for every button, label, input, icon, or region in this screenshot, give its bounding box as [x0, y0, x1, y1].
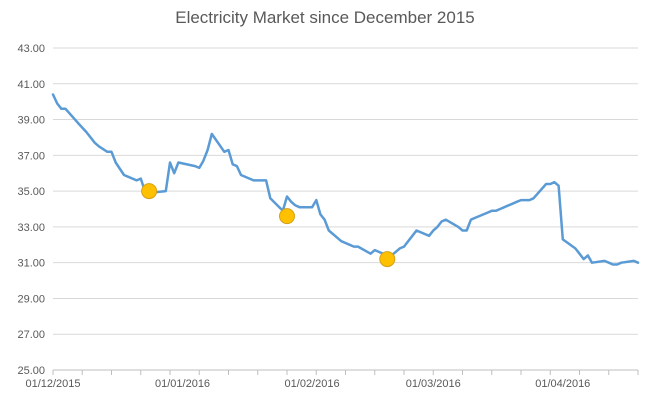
series-group [51, 93, 640, 266]
chart-title: Electricity Market since December 2015 [175, 8, 475, 27]
highlight-marker [141, 183, 158, 200]
y-tick-label: 25.00 [17, 365, 45, 377]
y-axis: 25.00 27.00 29.00 31.00 33.00 35.00 37.00 39.00… [17, 43, 45, 377]
x-tick-label: 01/02/2016 [285, 378, 340, 390]
x-tick-label: 01/04/2016 [535, 378, 590, 390]
y-tick-label: 39.00 [17, 115, 45, 127]
series-line [51, 93, 640, 266]
y-tick-label: 37.00 [17, 150, 45, 162]
y-tick-label: 33.00 [17, 222, 45, 234]
y-tick-label: 43.00 [17, 43, 45, 55]
markers-group [141, 183, 396, 268]
y-tick-label: 31.00 [17, 258, 45, 270]
y-tick-label: 29.00 [17, 293, 45, 305]
y-tick-label: 41.00 [17, 79, 45, 91]
highlight-marker [379, 251, 396, 268]
y-tick-label: 27.00 [17, 329, 45, 341]
x-axis: 01/12/2015 01/01/2016 01/02/2016 01/03/2016… [25, 369, 639, 390]
highlight-marker [279, 208, 295, 225]
x-tick-label: 01/01/2016 [155, 378, 210, 390]
gridlines [53, 47, 638, 335]
x-tick-label: 01/12/2015 [25, 378, 80, 390]
y-tick-label: 35.00 [17, 186, 45, 198]
x-tick-label: 01/03/2016 [406, 378, 461, 390]
